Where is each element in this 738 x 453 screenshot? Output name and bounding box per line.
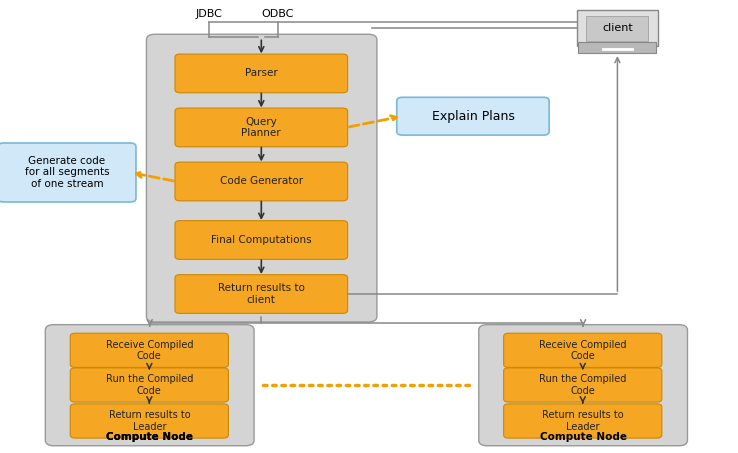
FancyBboxPatch shape — [0, 143, 136, 202]
FancyBboxPatch shape — [579, 43, 656, 53]
Text: Run the Compiled
Code: Run the Compiled Code — [539, 374, 627, 396]
Text: Code Generator: Code Generator — [220, 177, 303, 187]
Text: Parser: Parser — [245, 68, 277, 78]
Text: Query
Planner: Query Planner — [241, 117, 281, 138]
FancyBboxPatch shape — [70, 404, 229, 438]
Text: ODBC: ODBC — [262, 10, 294, 19]
FancyBboxPatch shape — [175, 221, 348, 260]
FancyBboxPatch shape — [175, 108, 348, 147]
Text: Receive Compiled
Code: Receive Compiled Code — [539, 339, 627, 361]
FancyBboxPatch shape — [503, 368, 662, 402]
Text: Receive Compiled
Code: Receive Compiled Code — [106, 339, 193, 361]
FancyBboxPatch shape — [397, 97, 549, 135]
Text: Return results to
client: Return results to client — [218, 283, 305, 305]
Text: Generate code
for all segments
of one stream: Generate code for all segments of one st… — [24, 156, 109, 189]
FancyBboxPatch shape — [503, 404, 662, 438]
FancyBboxPatch shape — [587, 16, 649, 41]
FancyBboxPatch shape — [70, 368, 229, 402]
Text: Return results to
Leader: Return results to Leader — [542, 410, 624, 432]
FancyBboxPatch shape — [175, 275, 348, 313]
FancyBboxPatch shape — [146, 34, 377, 322]
Text: Compute Node: Compute Node — [106, 432, 193, 442]
Text: Run the Compiled
Code: Run the Compiled Code — [106, 374, 193, 396]
Text: Return results to
Leader: Return results to Leader — [108, 410, 190, 432]
Text: JDBC: JDBC — [196, 10, 223, 19]
FancyBboxPatch shape — [479, 325, 688, 446]
Text: Final Computations: Final Computations — [211, 235, 311, 245]
FancyBboxPatch shape — [45, 325, 254, 446]
Text: Compute Node: Compute Node — [539, 432, 627, 442]
Text: Explain Plans: Explain Plans — [432, 110, 514, 123]
FancyBboxPatch shape — [175, 162, 348, 201]
FancyBboxPatch shape — [175, 54, 348, 93]
FancyBboxPatch shape — [70, 333, 229, 367]
Text: client: client — [602, 24, 632, 34]
FancyBboxPatch shape — [577, 10, 658, 46]
FancyBboxPatch shape — [503, 333, 662, 367]
Text: Compute Node: Compute Node — [106, 432, 193, 442]
